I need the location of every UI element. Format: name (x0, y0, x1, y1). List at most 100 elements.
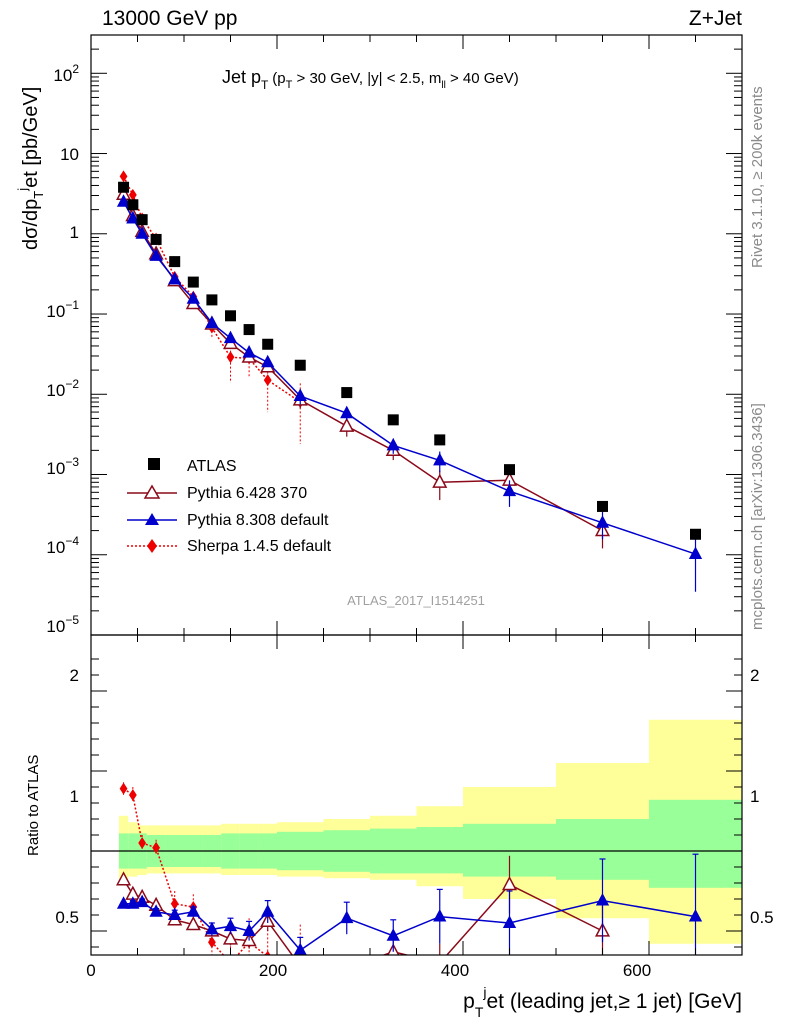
pythia8-ratio-point (688, 908, 703, 922)
pythia8-ratio-point (261, 904, 275, 917)
pythia8-ratio-point (126, 896, 140, 909)
pythia8-ratio-point (168, 907, 182, 920)
title-cut-end: > 40 GeV) (450, 70, 519, 87)
pythia8-main-point (116, 194, 131, 207)
ylabel-main: dσ/dp (20, 199, 42, 250)
ratio-panel-plot-area (91, 719, 742, 973)
legend-label-sherpa: Sherpa 1.4.5 default (187, 538, 332, 555)
pythia8-main-point (205, 315, 219, 329)
y-tick-label-main: 10−4 (46, 534, 79, 557)
legend-marker-pythia8 (145, 513, 159, 525)
legend: ATLAS Pythia 6.428 370 Pythia 8.308 defa… (127, 458, 332, 555)
pythia6-ratio-line (122, 879, 603, 955)
analysis-watermark: ATLAS_2017_I1514251 (347, 593, 485, 608)
pythia8-main-point (502, 483, 517, 497)
main-panel-plot-area (116, 170, 703, 592)
legend-marker-atlas (148, 458, 160, 470)
xlabel-pre: p (463, 990, 475, 1013)
sherpa-ratio-point (227, 957, 235, 969)
atlas-main-point (243, 324, 255, 336)
y-tick-label-main: 10−2 (46, 377, 79, 400)
x-axis-label: pTjet (leading jet,≥ 1 jet) [GeV] (463, 984, 742, 1020)
y-tick-label-ratio-right: 2 (750, 666, 759, 685)
pythia8-main-point (386, 437, 400, 451)
ylabel-main-rest: et [pb/GeV] (20, 87, 42, 188)
pythia8-main-point (433, 452, 447, 466)
pythia8-main-point (168, 271, 182, 285)
mcplots-label: mcplots.cern.ch [arXiv:1306.3436] (749, 403, 766, 630)
pythia8-main-point (135, 226, 149, 239)
title-main-sub: T (261, 78, 269, 92)
x-tick-label: 200 (259, 961, 287, 980)
sherpa-ratio-point (119, 782, 128, 795)
pythia6-ratio-point (294, 959, 307, 971)
legend-marker-sherpa (147, 539, 157, 553)
pythia6-ratio-point (340, 961, 353, 973)
legend-label-pythia6: Pythia 6.428 370 (187, 485, 307, 502)
y-tick-label-ratio-right: 0.5 (750, 908, 774, 927)
y-tick-label-main: 1 (70, 223, 79, 242)
header-right: Z+Jet (689, 7, 742, 30)
pythia8-ratio-point (149, 904, 163, 917)
pythia8-main-point (340, 405, 354, 419)
atlas-main-point (169, 256, 181, 268)
plot-title: Jet pT (pT > 30 GeV, |y| < 2.5, mll > 40… (222, 67, 519, 92)
y-tick-label-ratio: 1 (70, 787, 79, 806)
sherpa-main-point (128, 188, 137, 201)
y-tick-label-main: 10−3 (46, 455, 79, 478)
pythia8-ratio-point (223, 918, 238, 932)
pythia8-ratio-point (135, 894, 149, 908)
y-tick-label-main: 10 (60, 145, 79, 164)
y-tick-label-ratio: 0.5 (55, 908, 79, 927)
pythia6-ratio-point (185, 915, 201, 931)
pythia8-ratio-point (595, 892, 610, 906)
pythia8-main-point (242, 345, 256, 358)
atlas-main-point (690, 528, 701, 540)
atlas-main-point (127, 199, 139, 211)
xlabel-sup: j (482, 984, 486, 1000)
pythia8-ratio-point (205, 921, 219, 935)
pythia8-main-point (186, 291, 200, 304)
y-tick-label-ratio: 2 (70, 666, 79, 685)
sherpa-main-point (263, 374, 272, 387)
ylabel-main-sup: j (15, 188, 30, 192)
sherpa-ratio-point (138, 837, 147, 849)
y-tick-label-ratio-right: 1 (750, 787, 759, 806)
pythia6-main-point (432, 473, 448, 488)
title-cut-sub2: ll (441, 80, 445, 91)
pythia8-main-point (595, 515, 610, 528)
atlas-main-point (387, 414, 399, 426)
x-tick-label: 600 (623, 961, 651, 980)
pythia8-ratio-point (186, 904, 200, 917)
y-tick-label-main: 102 (53, 62, 79, 85)
title-cut-sub: T (286, 79, 293, 91)
pythia8-ratio-point (433, 908, 447, 922)
x-tick-label: 400 (441, 961, 469, 980)
title-cut: (p (272, 70, 285, 87)
pythia6-main-point (339, 417, 355, 432)
pythia8-main-point (293, 388, 307, 402)
pythia8-main-point (688, 546, 703, 560)
y-tick-label-main: 10−1 (46, 298, 79, 321)
pythia8-ratio-point (340, 910, 354, 924)
rivet-label: Rivet 3.1.10, ≥ 200k events (749, 86, 766, 268)
atlas-main-point (294, 359, 306, 371)
pythia8-ratio-point (386, 928, 400, 941)
title-cut-rest: > 30 GeV, |y| < 2.5, m (297, 70, 442, 87)
sherpa-main-point (226, 351, 235, 364)
ratio-band-inner (416, 827, 463, 874)
pythia8-main-point (223, 330, 238, 344)
pythia8-ratio-point (242, 923, 256, 936)
atlas-main-point (597, 500, 608, 512)
atlas-main-point (206, 294, 218, 306)
sherpa-ratio-point (128, 789, 137, 801)
atlas-main-point (187, 276, 199, 288)
sherpa-main-point (119, 170, 128, 183)
atlas-main-point (118, 181, 130, 193)
pythia6-ratio-point (501, 875, 518, 891)
sherpa-ratio-point (264, 950, 271, 955)
legend-label-atlas: ATLAS (187, 458, 237, 475)
pythia8-main-point (126, 210, 140, 224)
pythia8-main-point (149, 248, 163, 261)
